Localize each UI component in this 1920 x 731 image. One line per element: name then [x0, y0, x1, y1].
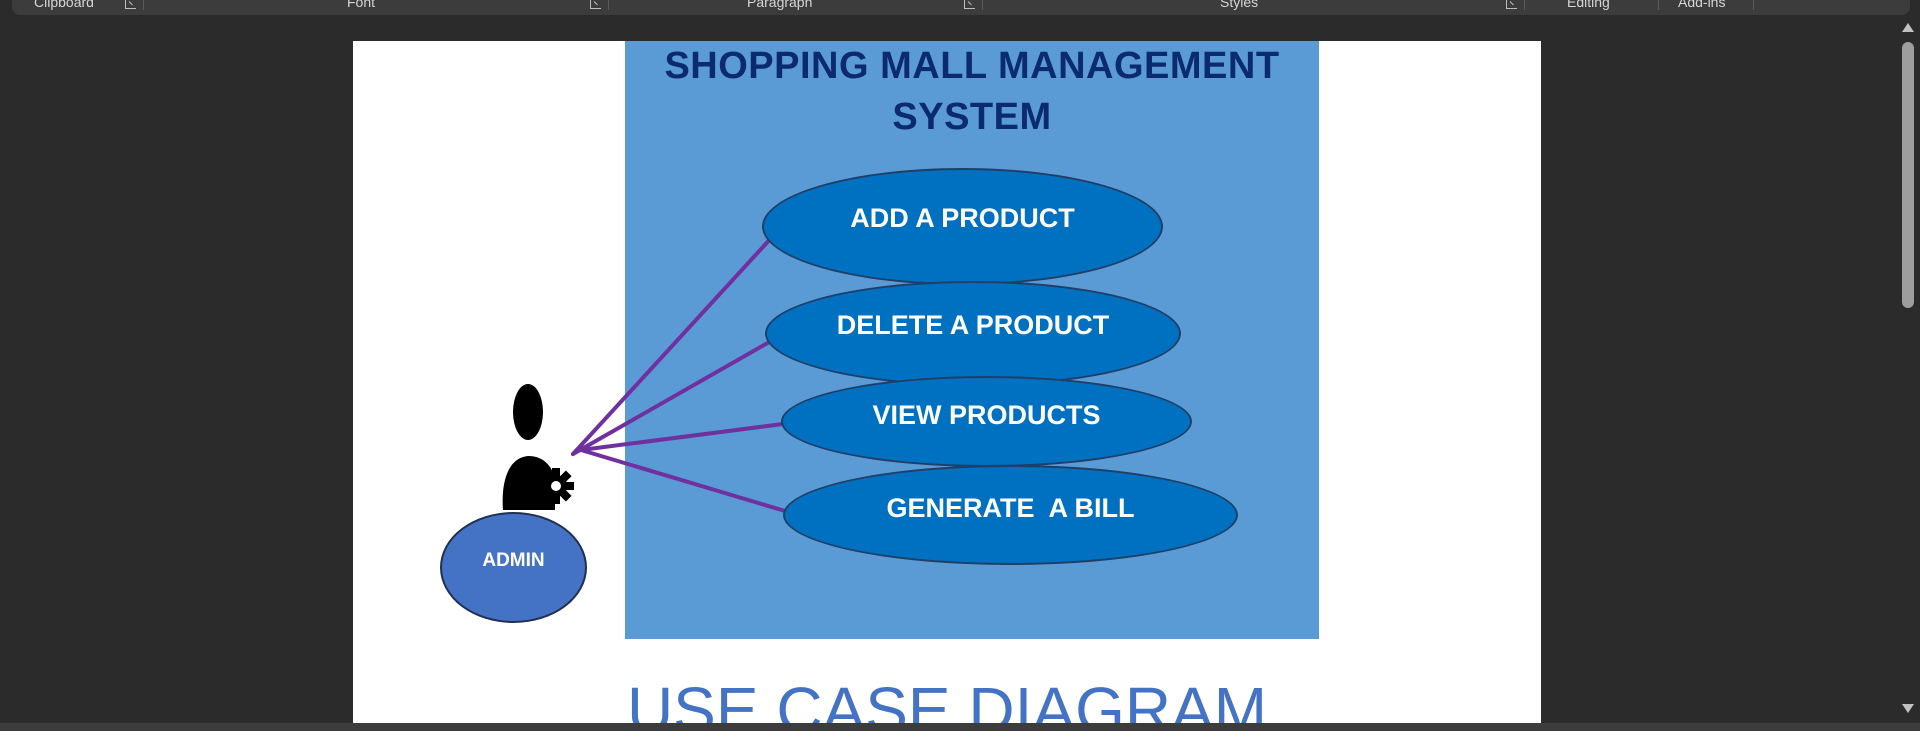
ribbon-group-labels: Clipboard Font Paragraph Styles Editing … [12, 0, 1910, 15]
ribbon-group-add-ins: Add-ins [1678, 0, 1726, 10]
diagram-title-line-1: SHOPPING MALL MANAGEMENT [664, 45, 1280, 87]
use-case-delete-product[interactable]: DELETE A PRODUCT [765, 281, 1181, 386]
clipboard-dialog-launcher-icon[interactable] [125, 0, 136, 9]
vertical-scrollbar[interactable] [1896, 15, 1920, 721]
use-case-label: GENERATE A BILL [886, 492, 1135, 523]
use-case-label: ADD A PRODUCT [850, 203, 1075, 233]
diagram-title-line-2: SYSTEM [892, 96, 1052, 138]
ribbon-group-clipboard: Clipboard [34, 0, 94, 10]
ribbon-separator [982, 0, 983, 10]
scroll-up-arrow-icon[interactable] [1902, 23, 1914, 32]
ribbon-group-styles: Styles [1220, 0, 1259, 10]
ribbon-group-paragraph: Paragraph [747, 0, 813, 10]
scroll-down-arrow-icon[interactable] [1902, 704, 1914, 713]
ribbon-separator [1524, 0, 1525, 10]
use-case-add-product[interactable]: ADD A PRODUCT [762, 168, 1163, 285]
ribbon-separator [1658, 0, 1659, 10]
font-dialog-launcher-icon[interactable] [590, 0, 601, 9]
document-page[interactable]: SHOPPING MALL MANAGEMENT SYSTEM ADD A PR… [353, 41, 1541, 724]
admin-user-gear-icon [502, 384, 574, 510]
use-case-label: DELETE A PRODUCT [836, 310, 1110, 340]
ribbon-separator [1753, 0, 1754, 10]
actor-admin[interactable]: ADMIN [440, 512, 587, 623]
ribbon-separator [608, 0, 609, 10]
styles-dialog-launcher-icon[interactable] [1506, 0, 1517, 9]
use-case-generate-bill[interactable]: GENERATE A BILL [783, 465, 1238, 565]
status-bar [0, 723, 1920, 731]
paragraph-dialog-launcher-icon[interactable] [964, 0, 975, 9]
ribbon-separator [143, 0, 144, 10]
page-heading: USE CASE DIAGRAM [626, 674, 1268, 724]
scrollbar-thumb[interactable] [1902, 42, 1914, 308]
use-case-view-products[interactable]: VIEW PRODUCTS [781, 376, 1192, 467]
ribbon-group-editing: Editing [1567, 0, 1610, 10]
ribbon-group-font: Font [347, 0, 376, 10]
actor-label: ADMIN [482, 549, 545, 571]
use-case-label: VIEW PRODUCTS [872, 400, 1101, 430]
diagram-title: SHOPPING MALL MANAGEMENT SYSTEM [625, 41, 1319, 143]
